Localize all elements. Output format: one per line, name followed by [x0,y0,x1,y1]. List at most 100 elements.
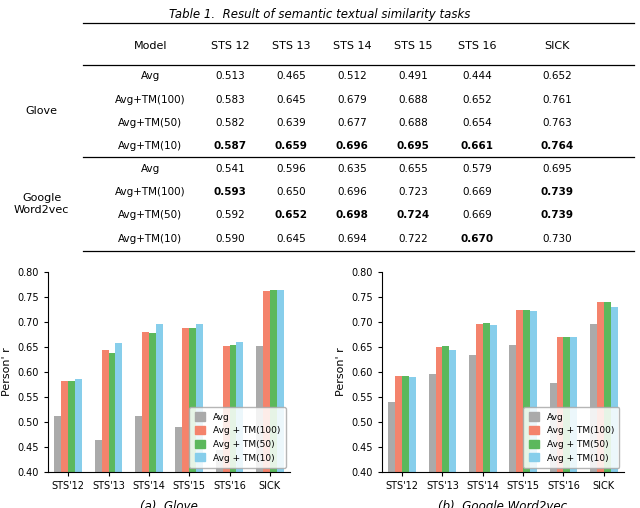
Bar [61,380,68,508]
Text: 0.722: 0.722 [398,234,428,244]
Text: 0.512: 0.512 [337,71,367,81]
Text: 0.465: 0.465 [276,71,306,81]
Bar [490,325,497,508]
Bar [216,451,223,508]
Bar [263,292,270,508]
Text: Avg+TM(100): Avg+TM(100) [115,94,186,105]
Bar [604,302,611,508]
Text: 0.652: 0.652 [462,94,492,105]
Text: 0.583: 0.583 [216,94,245,105]
Text: STS 12: STS 12 [211,41,250,51]
Text: Table 1.  Result of semantic textual similarity tasks: Table 1. Result of semantic textual simi… [170,8,470,21]
Bar [563,337,570,508]
Text: SICK: SICK [544,41,570,51]
Text: Avg+TM(10): Avg+TM(10) [118,234,182,244]
Text: 0.669: 0.669 [462,187,492,197]
Bar [469,355,476,508]
Text: 0.645: 0.645 [276,94,306,105]
Text: Model: Model [134,41,167,51]
Text: STS 16: STS 16 [458,41,496,51]
Bar [182,328,189,508]
Bar [611,307,618,508]
Text: 0.739: 0.739 [540,210,573,220]
Bar [409,377,416,508]
Bar [509,344,516,508]
Text: STS 14: STS 14 [333,41,371,51]
X-axis label: (b)  Google Word2vec: (b) Google Word2vec [438,500,568,508]
X-axis label: (a)  Glove: (a) Glove [140,500,198,508]
Bar [388,402,396,508]
Bar [449,350,456,508]
Bar [256,346,263,508]
Text: 0.661: 0.661 [460,141,493,151]
Text: 0.698: 0.698 [335,210,369,220]
Bar [236,341,243,508]
Bar [550,383,557,508]
Text: Avg: Avg [141,71,160,81]
Text: 0.645: 0.645 [276,234,306,244]
Bar [102,350,109,508]
Bar [597,302,604,508]
Text: Glove: Glove [26,106,58,116]
Bar [196,325,203,508]
Bar [402,376,409,508]
Text: 0.655: 0.655 [398,164,428,174]
Bar [523,310,530,508]
Text: 0.695: 0.695 [396,141,429,151]
Text: 0.730: 0.730 [542,234,572,244]
Text: 0.739: 0.739 [540,187,573,197]
Text: 0.677: 0.677 [337,118,367,128]
Bar [442,346,449,508]
Bar [557,337,563,508]
Bar [270,291,276,508]
Text: 0.650: 0.650 [276,187,306,197]
Bar [142,332,149,508]
Legend: Avg, Avg + TM(100), Avg + TM(50), Avg + TM(10): Avg, Avg + TM(100), Avg + TM(50), Avg + … [189,407,285,468]
Bar [68,381,75,508]
Text: 0.587: 0.587 [214,141,247,151]
Bar [109,353,115,508]
Text: 0.669: 0.669 [462,210,492,220]
Bar [570,337,577,508]
Bar [149,333,156,508]
Bar [189,328,196,508]
Text: 0.579: 0.579 [462,164,492,174]
Text: Google
Word2vec: Google Word2vec [14,193,69,215]
Text: 0.582: 0.582 [216,118,245,128]
Y-axis label: Person' r: Person' r [336,348,346,396]
Bar [223,346,230,508]
Bar [276,290,284,508]
Text: 0.541: 0.541 [216,164,245,174]
Text: 0.592: 0.592 [216,210,245,220]
Text: 0.688: 0.688 [398,118,428,128]
Text: STS 15: STS 15 [394,41,432,51]
Text: 0.654: 0.654 [462,118,492,128]
Text: Avg: Avg [141,164,160,174]
Bar [530,311,537,508]
Text: 0.696: 0.696 [337,187,367,197]
Bar [95,440,102,508]
Text: 0.491: 0.491 [398,71,428,81]
Text: 0.639: 0.639 [276,118,306,128]
Text: 0.761: 0.761 [542,94,572,105]
Text: 0.659: 0.659 [275,141,308,151]
Text: Avg+TM(100): Avg+TM(100) [115,187,186,197]
Text: 0.670: 0.670 [460,234,493,244]
Bar [156,324,163,508]
Text: 0.596: 0.596 [276,164,306,174]
Text: 0.695: 0.695 [542,164,572,174]
Bar [54,416,61,508]
Bar [396,375,402,508]
Text: Avg+TM(10): Avg+TM(10) [118,141,182,151]
Bar [476,324,483,508]
Bar [429,374,436,508]
Text: 0.679: 0.679 [337,94,367,105]
Text: 0.694: 0.694 [337,234,367,244]
Text: 0.688: 0.688 [398,94,428,105]
Text: 0.652: 0.652 [275,210,308,220]
Bar [590,325,597,508]
Y-axis label: Person' r: Person' r [2,348,12,396]
Text: 0.763: 0.763 [542,118,572,128]
Text: Avg+TM(50): Avg+TM(50) [118,118,182,128]
Bar [516,310,523,508]
